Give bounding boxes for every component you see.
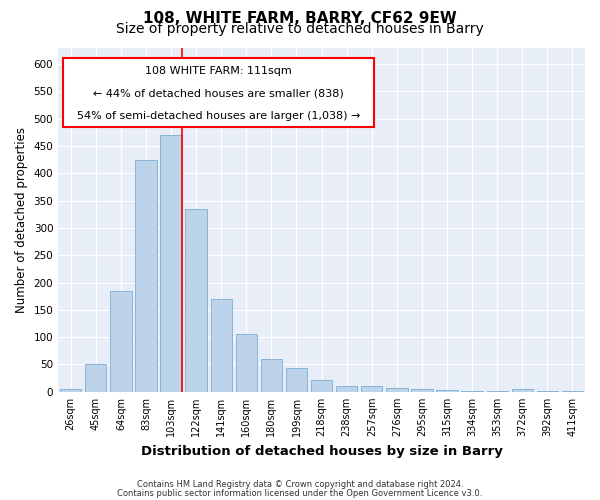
X-axis label: Distribution of detached houses by size in Barry: Distribution of detached houses by size … xyxy=(140,444,503,458)
Text: Contains public sector information licensed under the Open Government Licence v3: Contains public sector information licen… xyxy=(118,488,482,498)
Bar xyxy=(411,389,433,392)
Bar xyxy=(562,390,583,392)
Bar xyxy=(85,364,106,392)
Bar xyxy=(136,160,157,392)
Bar xyxy=(436,390,458,392)
Y-axis label: Number of detached properties: Number of detached properties xyxy=(15,126,28,312)
FancyBboxPatch shape xyxy=(64,58,374,126)
Text: Size of property relative to detached houses in Barry: Size of property relative to detached ho… xyxy=(116,22,484,36)
Bar xyxy=(386,388,407,392)
Bar xyxy=(185,208,207,392)
Bar xyxy=(261,359,282,392)
Bar xyxy=(236,334,257,392)
Bar xyxy=(211,299,232,392)
Bar xyxy=(512,389,533,392)
Bar xyxy=(336,386,358,392)
Text: ← 44% of detached houses are smaller (838): ← 44% of detached houses are smaller (83… xyxy=(94,89,344,99)
Bar xyxy=(487,390,508,392)
Bar xyxy=(286,368,307,392)
Bar xyxy=(461,390,483,392)
Text: Contains HM Land Registry data © Crown copyright and database right 2024.: Contains HM Land Registry data © Crown c… xyxy=(137,480,463,489)
Text: 108, WHITE FARM, BARRY, CF62 9EW: 108, WHITE FARM, BARRY, CF62 9EW xyxy=(143,11,457,26)
Bar xyxy=(160,135,182,392)
Bar xyxy=(60,389,82,392)
Bar xyxy=(311,380,332,392)
Text: 108 WHITE FARM: 111sqm: 108 WHITE FARM: 111sqm xyxy=(145,66,292,76)
Bar xyxy=(110,290,131,392)
Text: 54% of semi-detached houses are larger (1,038) →: 54% of semi-detached houses are larger (… xyxy=(77,111,361,121)
Bar xyxy=(361,386,382,392)
